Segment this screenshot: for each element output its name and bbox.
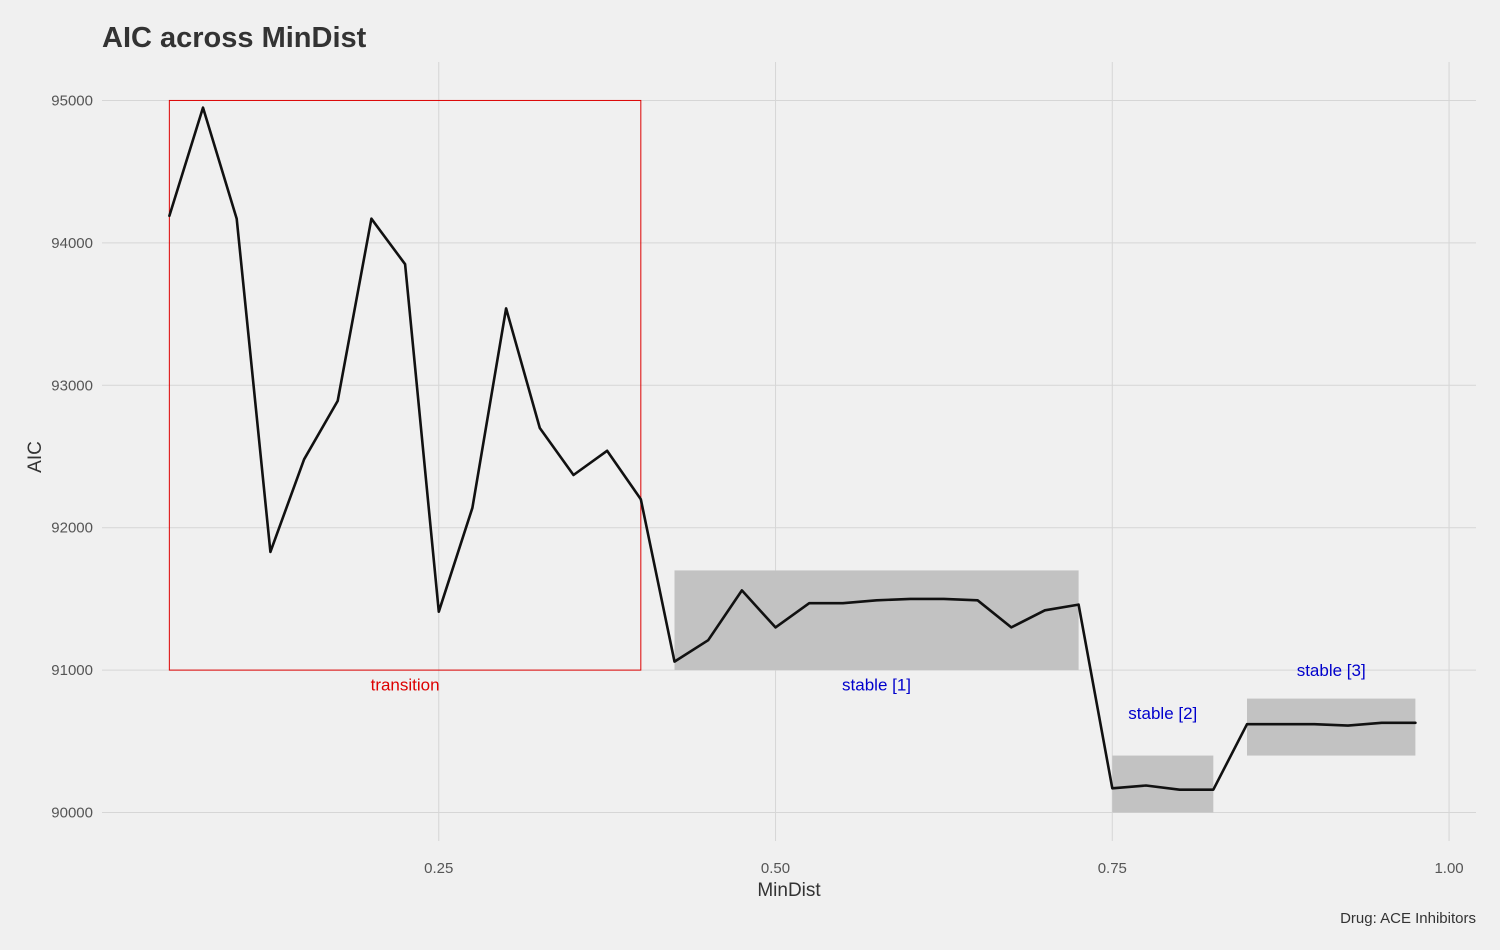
x-axis-title: MinDist	[757, 880, 821, 901]
y-axis-title: AIC	[25, 441, 46, 473]
y-tick-label-5: 95000	[51, 92, 93, 109]
y-tick-label-3: 93000	[51, 377, 93, 394]
y-tick-label-2: 92000	[51, 520, 93, 537]
region-label-1: stable [1]	[842, 675, 911, 694]
region-label-2: stable [2]	[1128, 704, 1197, 723]
region-box-1	[674, 570, 1079, 671]
region-box-2	[1112, 755, 1214, 813]
y-axis-ticks: 90000 91000 92000 93000 94000 95000	[51, 92, 93, 821]
region-boxes	[168, 99, 1416, 813]
series-line-0	[168, 106, 1417, 792]
x-tick-label-2: 0.75	[1098, 860, 1127, 877]
y-tick-label-0: 90000	[51, 805, 93, 822]
chart-caption: Drug: ACE Inhibitors	[1340, 910, 1476, 927]
x-tick-label-0: 0.25	[424, 860, 453, 877]
x-tick-label-1: 0.50	[761, 860, 790, 877]
region-labels: transition stable [1] stable [2] stable [3]	[371, 661, 1366, 723]
x-axis-ticks: 0.25 0.50 0.75 1.00	[424, 860, 1463, 877]
region-box-3	[1247, 698, 1416, 756]
y-tick-label-1: 91000	[51, 662, 93, 679]
series-lines	[168, 106, 1417, 792]
region-label-0: transition	[371, 675, 440, 694]
y-tick-label-4: 94000	[51, 235, 93, 252]
region-box-0	[168, 99, 642, 671]
x-tick-label-3: 1.00	[1434, 860, 1463, 877]
chart-title: AIC across MinDist	[102, 22, 367, 54]
region-label-3: stable [3]	[1297, 661, 1366, 680]
